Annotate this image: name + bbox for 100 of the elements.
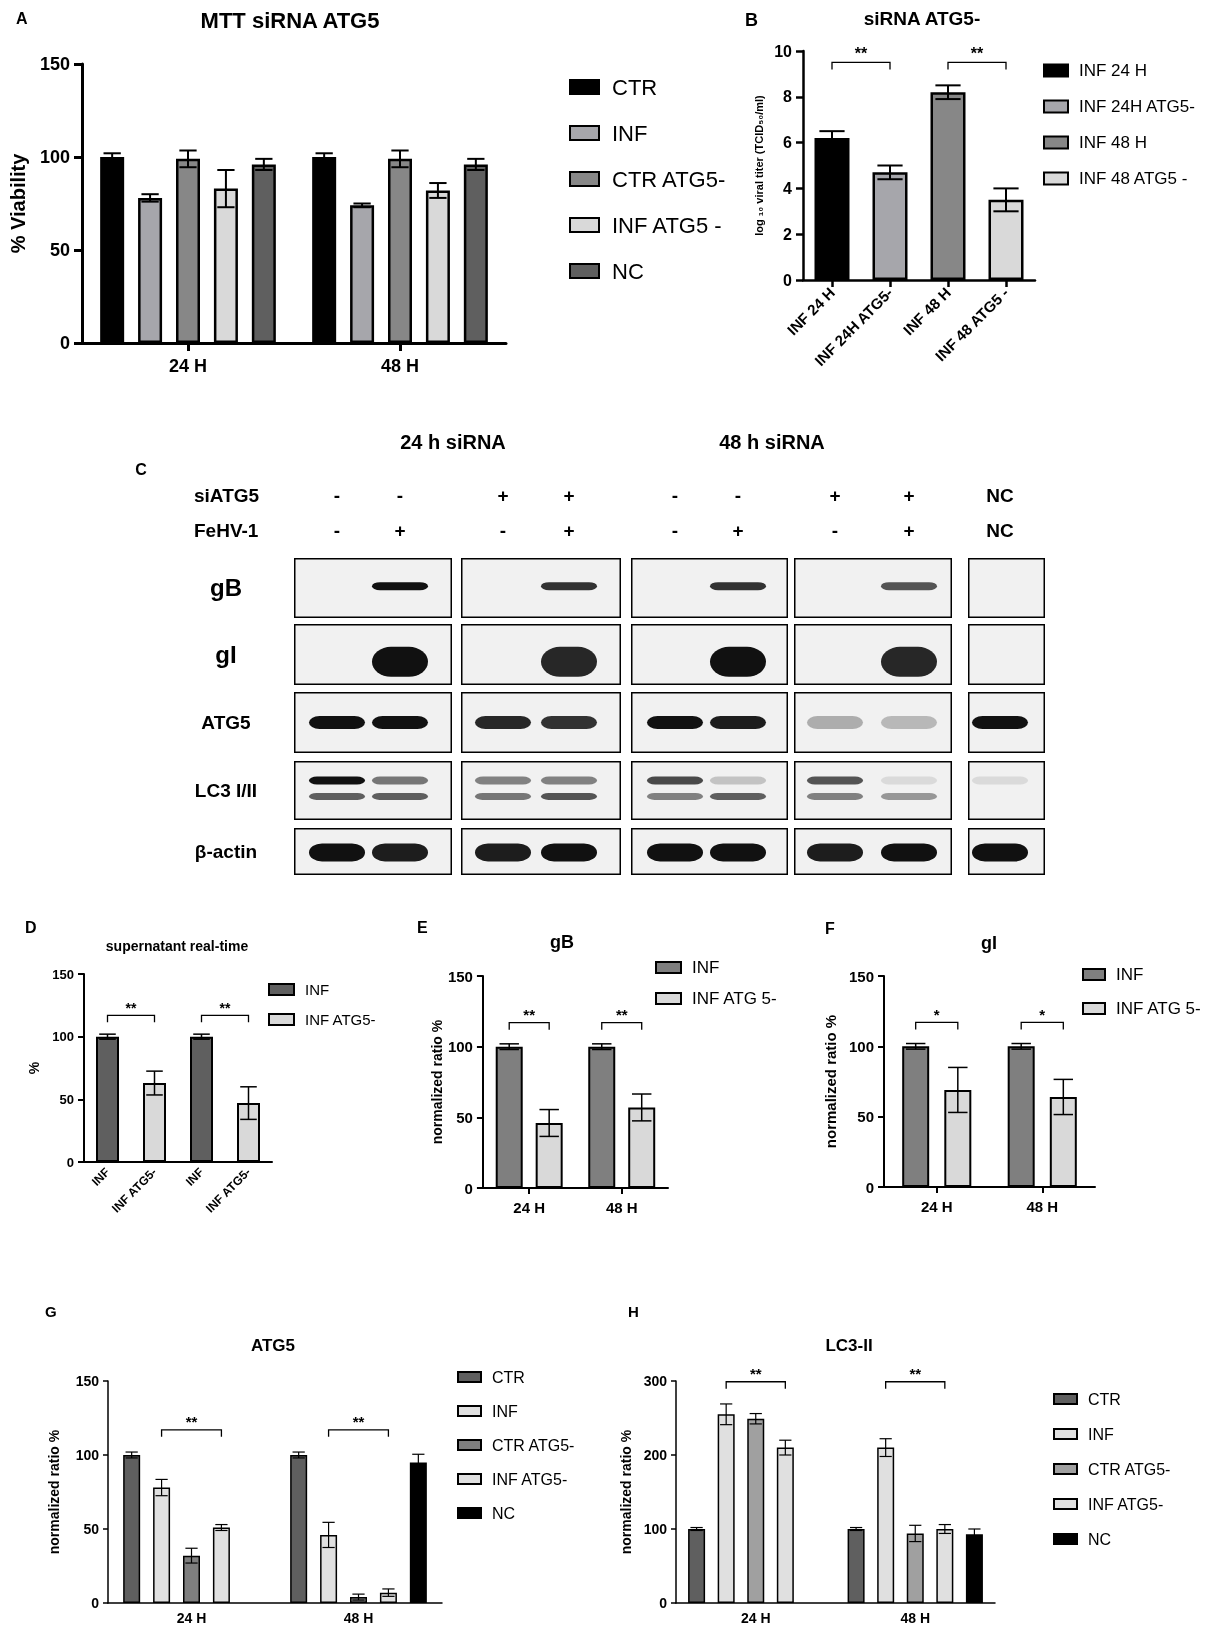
text: β-actin: [194, 840, 258, 862]
y-axis-title: normalized ratio %: [822, 1014, 839, 1149]
text: gB: [210, 573, 242, 602]
chart-title: MTT siRNA ATG5: [200, 7, 380, 33]
y-axis-title: log ₁₀ viral titer (TCID₅₀/ml): [752, 94, 765, 236]
annotation: **: [854, 45, 868, 63]
x-tick-label: 24 H: [740, 1610, 771, 1626]
y-axis-title: normalized ratio %: [46, 1429, 62, 1555]
y-tick-label: 150: [39, 54, 70, 74]
y-tick-label: 0: [66, 1154, 74, 1170]
x-tick-label: 24 H: [513, 1199, 546, 1216]
y-tick-label: 100: [75, 1447, 100, 1463]
chart-title: ATG5: [250, 1335, 296, 1355]
y-tick-label: 0: [865, 1178, 874, 1196]
x-tick-label: 24 H: [176, 1610, 207, 1626]
y-tick-label: 150: [848, 967, 874, 985]
text: -: [734, 484, 742, 507]
x-tick-label: 48 H: [900, 1610, 931, 1626]
y-tick-label: 150: [447, 967, 473, 985]
legend-label: INF ATG5-: [492, 1470, 568, 1488]
y-tick-label: 100: [447, 1038, 473, 1056]
text: +: [732, 519, 744, 542]
y-tick-label: 2: [783, 225, 793, 243]
text: -: [671, 484, 679, 507]
y-tick-label: 50: [857, 1108, 874, 1126]
text: +: [563, 484, 575, 507]
legend-label: INF: [612, 120, 648, 146]
text: A: [16, 9, 28, 27]
y-tick-label: 50: [59, 1091, 74, 1107]
annotation: **: [219, 999, 231, 1016]
y-tick-label: 0: [783, 271, 793, 289]
y-tick-label: 0: [464, 1179, 473, 1197]
annotation: **: [352, 1413, 365, 1431]
x-tick-label: 24 H: [920, 1198, 953, 1215]
legend-label: INF: [1116, 965, 1144, 984]
y-tick-label: 100: [643, 1521, 668, 1537]
legend-label: INF: [305, 981, 330, 998]
y-tick-label: 150: [52, 966, 74, 982]
text: B: [745, 10, 758, 30]
y-axis-title: normalized ratio %: [617, 1429, 634, 1555]
chart-title: siRNA ATG5-: [863, 7, 981, 29]
x-tick-label: INF: [182, 1165, 207, 1189]
legend-label: INF: [1088, 1425, 1114, 1443]
text: -: [396, 484, 404, 507]
legend-label: NC: [492, 1504, 516, 1522]
x-tick-label: 24 H: [168, 356, 208, 376]
text: F: [825, 919, 835, 937]
text: ATG5: [201, 711, 251, 733]
legend-label: INF 48 ATG5 -: [1079, 169, 1188, 188]
y-tick-label: 100: [52, 1029, 74, 1045]
annotation: **: [909, 1364, 922, 1382]
text: 24 h siRNA: [400, 431, 506, 453]
text: -: [831, 519, 839, 542]
y-tick-label: 8: [783, 88, 793, 106]
text: siATG5: [194, 484, 260, 507]
text: +: [829, 484, 841, 507]
chart-title: supernatant real-time: [105, 938, 249, 954]
text: -: [499, 519, 507, 542]
text: NC: [986, 519, 1014, 542]
y-tick-label: 4: [783, 179, 793, 197]
y-tick-label: 50: [49, 240, 70, 260]
legend-label: INF: [492, 1402, 518, 1420]
y-tick-label: 100: [39, 147, 70, 167]
legend-label: CTR ATG5-: [492, 1436, 575, 1454]
legend-label: CTR: [492, 1368, 525, 1386]
text: D: [25, 918, 37, 936]
annotation: **: [523, 1005, 536, 1023]
text: LC3 I/II: [194, 779, 258, 801]
annotation: **: [615, 1005, 628, 1023]
text: C: [135, 461, 147, 479]
x-tick-label: INF 48 H: [899, 283, 955, 339]
legend-label: INF: [692, 958, 720, 977]
text: G: [45, 1302, 57, 1320]
y-axis-title: normalized ratio %: [429, 1019, 445, 1145]
y-axis-title: %: [26, 1061, 42, 1075]
text: gI: [215, 640, 237, 668]
y-tick-label: 0: [59, 333, 70, 353]
y-axis-title: % Viability: [7, 152, 29, 254]
y-tick-label: 100: [848, 1037, 874, 1055]
legend-label: CTR: [1088, 1390, 1121, 1408]
legend-label: INF ATG 5-: [692, 989, 777, 1008]
y-tick-label: 0: [91, 1595, 100, 1611]
y-tick-label: 300: [643, 1373, 668, 1389]
legend-label: CTR ATG5-: [612, 166, 726, 192]
x-tick-label: 48 H: [605, 1199, 638, 1216]
legend-label: INF 48 H: [1079, 133, 1148, 152]
x-tick-label: 48 H: [1026, 1198, 1059, 1215]
x-tick-label: INF: [88, 1165, 113, 1189]
x-tick-label: 48 H: [343, 1610, 374, 1626]
chart-title: LC3-II: [825, 1335, 873, 1355]
x-tick-label: 48 H: [380, 356, 420, 376]
text: +: [563, 519, 575, 542]
text: -: [333, 519, 341, 542]
text: -: [671, 519, 679, 542]
legend-label: INF 24 H: [1079, 61, 1148, 80]
y-tick-label: 50: [83, 1521, 100, 1537]
text: -: [333, 484, 341, 507]
text: +: [903, 519, 915, 542]
y-tick-label: 6: [783, 134, 793, 152]
legend-label: INF ATG 5-: [1116, 999, 1201, 1018]
